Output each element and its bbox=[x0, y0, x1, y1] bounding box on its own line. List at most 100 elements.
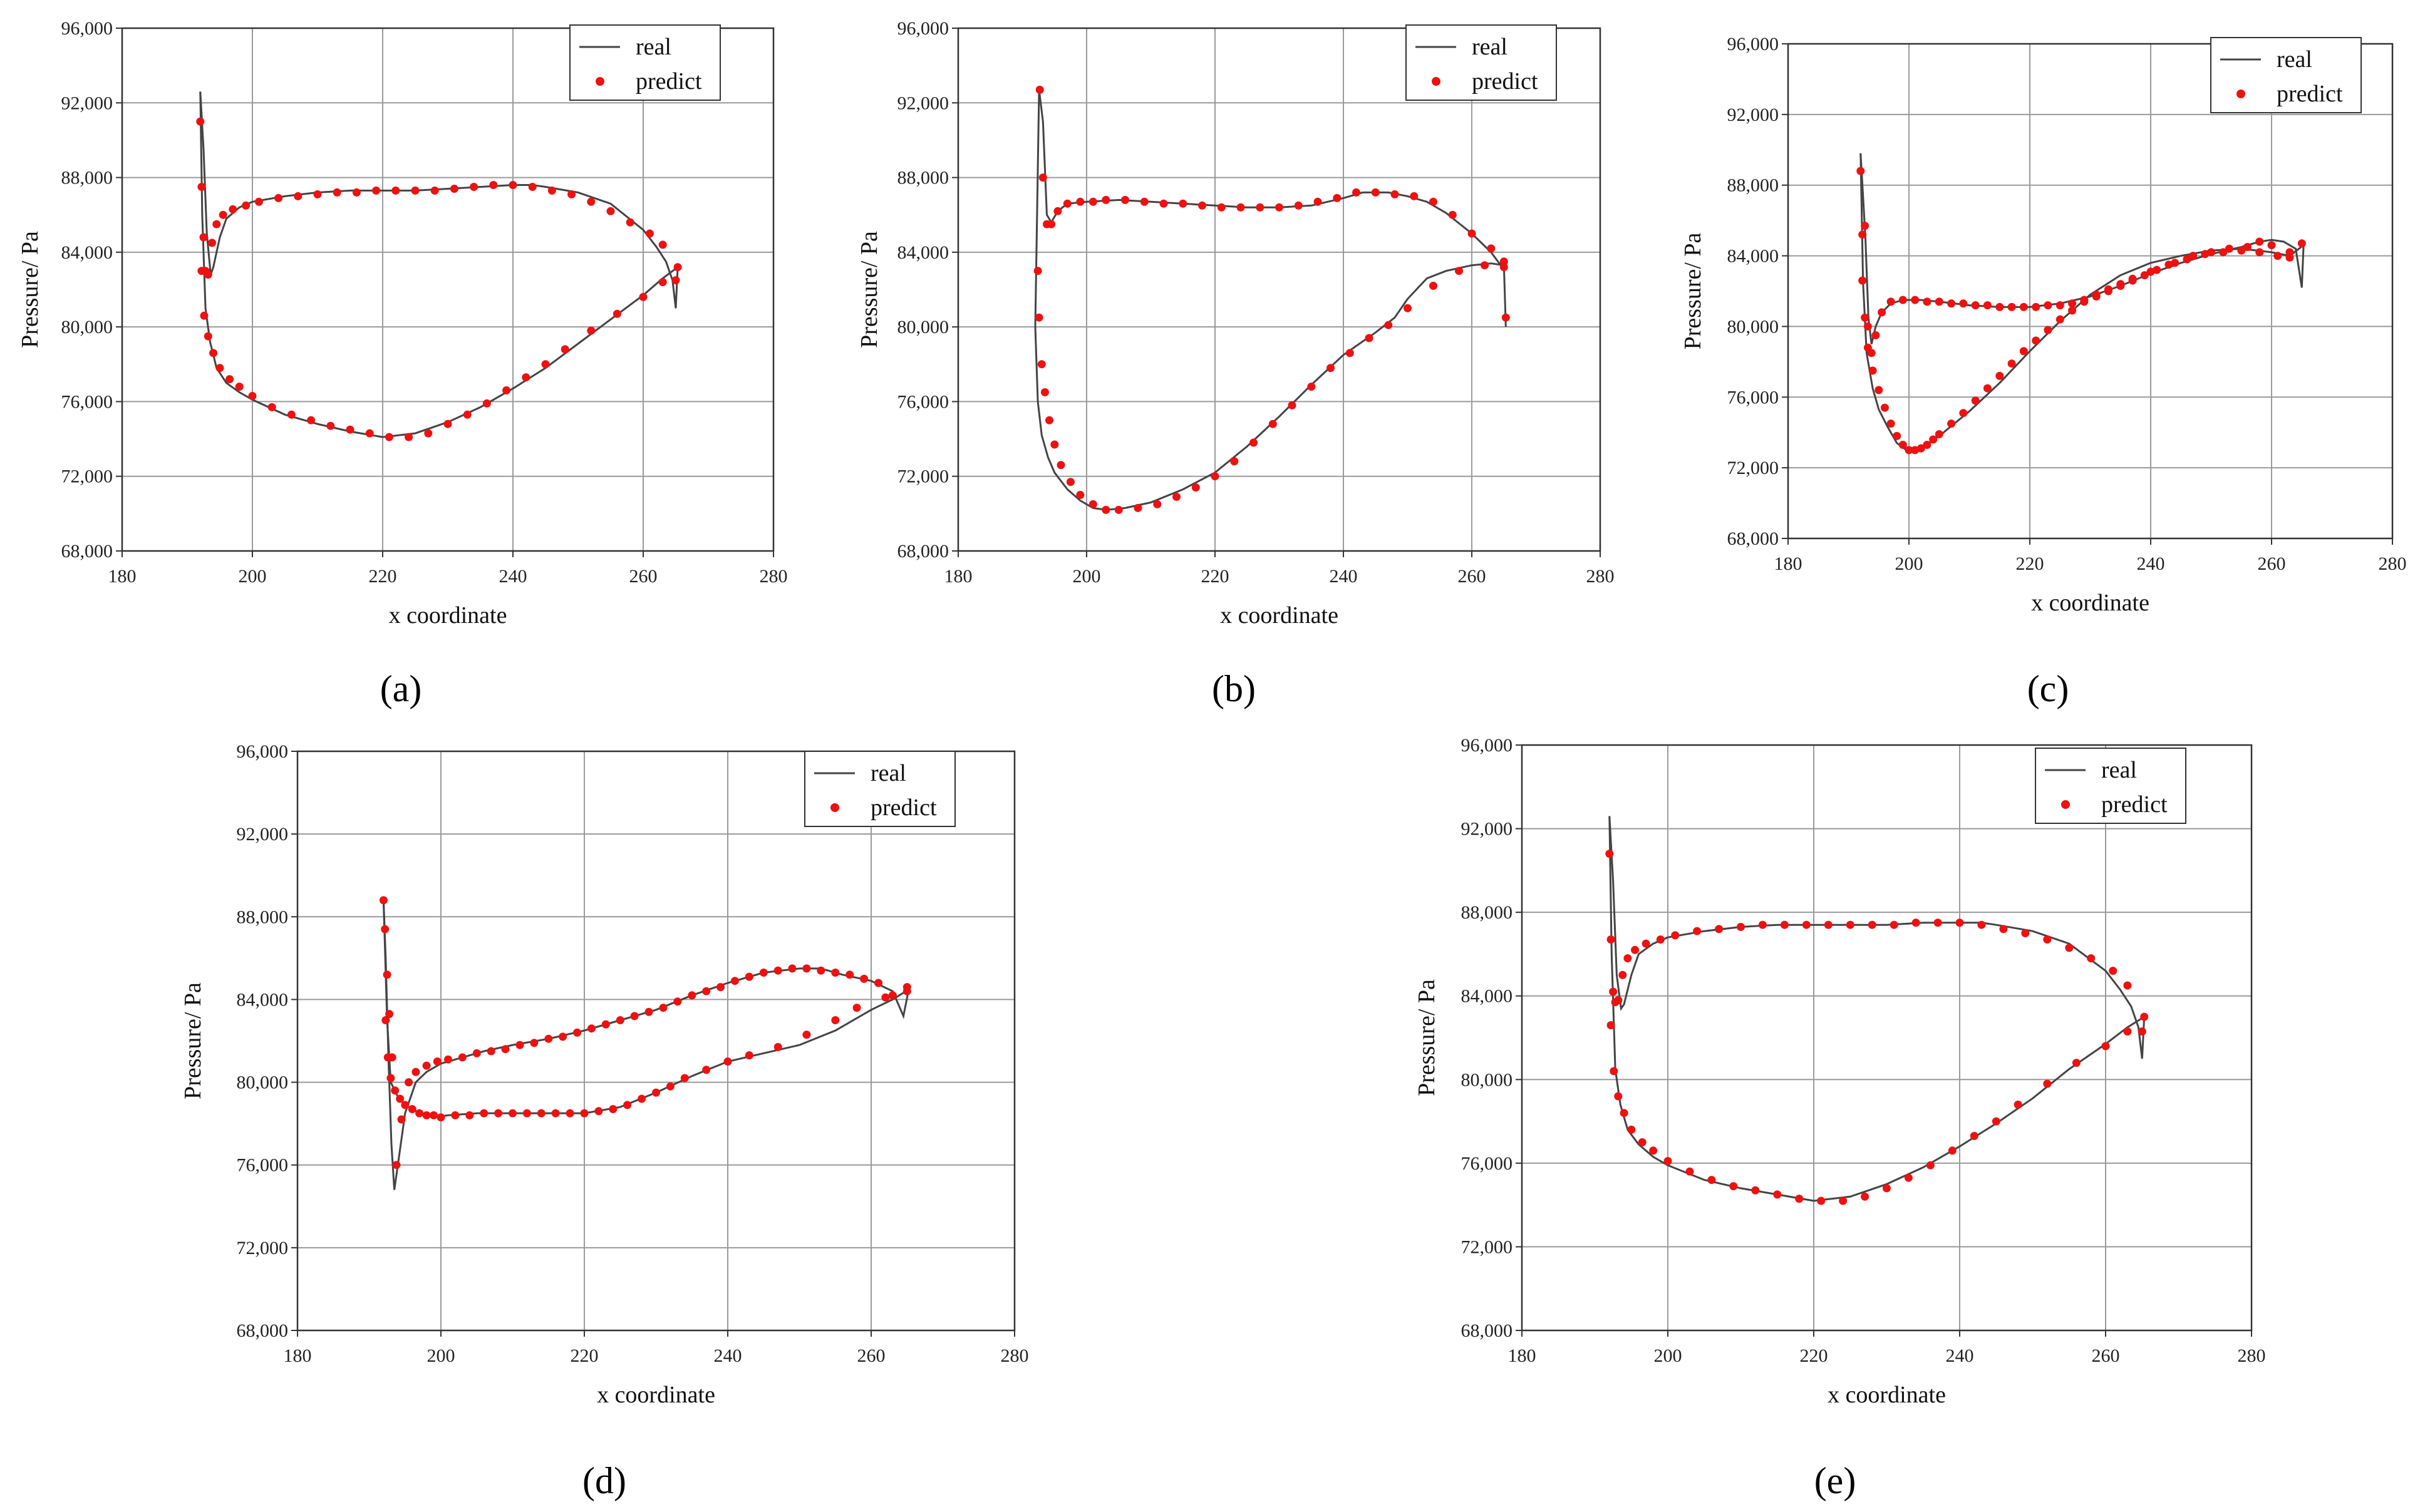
predict-point bbox=[430, 186, 439, 195]
predict-point bbox=[2273, 252, 2282, 260]
predict-point bbox=[1429, 282, 1437, 290]
predict-point bbox=[881, 993, 890, 1002]
y-tick-label: 80,000 bbox=[1727, 316, 1779, 337]
predict-point bbox=[1390, 190, 1399, 198]
legend-box bbox=[2035, 748, 2186, 824]
predict-point bbox=[1066, 478, 1075, 486]
predict-point bbox=[1153, 500, 1162, 508]
predict-point bbox=[2201, 250, 2210, 259]
predict-point bbox=[1487, 244, 1496, 253]
x-tick-label: 200 bbox=[239, 566, 267, 587]
legend-box bbox=[2210, 37, 2362, 113]
legend-predict-label: predict bbox=[2277, 81, 2343, 107]
predict-point bbox=[1911, 296, 1920, 304]
predict-point bbox=[852, 1004, 861, 1012]
x-tick-label: 280 bbox=[1586, 566, 1615, 587]
predict-point bbox=[1685, 1167, 1694, 1176]
predict-point bbox=[1773, 1190, 1782, 1199]
predict-point bbox=[1047, 220, 1056, 229]
series-line-real bbox=[1034, 90, 1507, 327]
predict-point bbox=[2109, 967, 2118, 975]
y-axis-label: Pressure/ Pa bbox=[1414, 979, 1440, 1096]
predict-point bbox=[509, 181, 517, 189]
predict-point bbox=[1614, 1092, 1623, 1101]
chart-panel-d: 180 200 220 240 260 280 68,000 72,000 76,000 80,0… bbox=[180, 741, 1029, 1408]
predict-point bbox=[391, 186, 400, 195]
y-tick-label: 88,000 bbox=[1461, 902, 1513, 923]
predict-point bbox=[528, 183, 537, 191]
legend-predict-swatch bbox=[596, 77, 604, 86]
predict-point bbox=[1947, 299, 1956, 308]
predict-point bbox=[1035, 85, 1044, 94]
predict-point bbox=[1618, 970, 1627, 979]
predict-point bbox=[365, 429, 374, 438]
predict-point bbox=[2032, 336, 2040, 345]
x-tick-label: 200 bbox=[427, 1345, 455, 1366]
predict-point bbox=[1935, 297, 1943, 306]
predict-point bbox=[587, 326, 596, 335]
predict-point bbox=[1333, 193, 1342, 202]
predict-point bbox=[2140, 271, 2149, 280]
x-axis-label: x coordinate bbox=[2031, 590, 2149, 616]
predict-point bbox=[405, 433, 413, 441]
predict-point bbox=[379, 896, 388, 905]
predict-point bbox=[424, 429, 433, 438]
series-line-real bbox=[1608, 816, 2146, 1059]
y-tick-label: 84,000 bbox=[897, 242, 949, 263]
predict-point bbox=[1893, 431, 1901, 440]
predict-point bbox=[1088, 197, 1097, 206]
y-tick-label: 96,000 bbox=[1461, 735, 1513, 756]
x-axis-label: x coordinate bbox=[597, 1382, 715, 1408]
predict-point bbox=[1288, 401, 1296, 409]
predict-point bbox=[626, 218, 634, 227]
y-tick-label: 76,000 bbox=[897, 391, 949, 412]
legend-box bbox=[1405, 24, 1557, 101]
x-tick-label: 220 bbox=[369, 566, 397, 587]
predict-point bbox=[1935, 430, 1943, 438]
predict-point bbox=[1033, 267, 1042, 275]
y-tick-label: 96,000 bbox=[1727, 34, 1779, 54]
predict-point bbox=[2104, 285, 2112, 294]
x-tick-label: 180 bbox=[1508, 1345, 1536, 1366]
predict-point bbox=[248, 392, 257, 400]
predict-point bbox=[831, 969, 840, 977]
y-tick-label: 92,000 bbox=[1461, 819, 1513, 840]
predict-point bbox=[1858, 230, 1867, 239]
predict-point bbox=[2183, 255, 2191, 264]
predict-point bbox=[1795, 1195, 1804, 1203]
predict-point bbox=[1758, 920, 1767, 929]
x-tick-label: 280 bbox=[760, 566, 788, 587]
predict-point bbox=[2007, 359, 2016, 368]
predict-point bbox=[1191, 483, 1200, 492]
predict-point bbox=[199, 233, 208, 242]
predict-point bbox=[1050, 440, 1059, 449]
y-tick-label: 84,000 bbox=[1461, 986, 1513, 1007]
y-axis-label: Pressure/ Pa bbox=[1680, 232, 1706, 349]
y-axis-label: Pressure/ Pa bbox=[856, 231, 882, 348]
predict-point bbox=[609, 1105, 618, 1113]
predict-point bbox=[1861, 1192, 1869, 1201]
predict-point bbox=[1076, 491, 1085, 499]
y-tick-label: 92,000 bbox=[61, 93, 113, 113]
predict-point bbox=[544, 1034, 553, 1043]
predict-point bbox=[422, 1111, 431, 1119]
predict-point bbox=[831, 1016, 840, 1024]
predict-point bbox=[561, 345, 569, 354]
predict-point bbox=[200, 311, 209, 320]
predict-point bbox=[1933, 918, 1942, 927]
predict-point bbox=[773, 1042, 782, 1051]
y-tick-label: 72,000 bbox=[897, 466, 949, 487]
predict-point bbox=[2044, 301, 2052, 310]
predict-point bbox=[307, 416, 316, 424]
predict-point bbox=[1172, 493, 1181, 501]
predict-point bbox=[1499, 263, 1508, 272]
x-tick-label: 200 bbox=[1895, 553, 1923, 574]
predict-point bbox=[1880, 403, 1889, 412]
predict-point bbox=[2019, 302, 2028, 311]
legend-predict-label: predict bbox=[1472, 68, 1538, 95]
plot-frame bbox=[1787, 43, 2394, 540]
predict-point bbox=[860, 974, 869, 983]
predict-point bbox=[666, 1082, 675, 1091]
y-tick-label: 72,000 bbox=[1727, 458, 1779, 478]
x-tick-label: 180 bbox=[1774, 553, 1802, 574]
